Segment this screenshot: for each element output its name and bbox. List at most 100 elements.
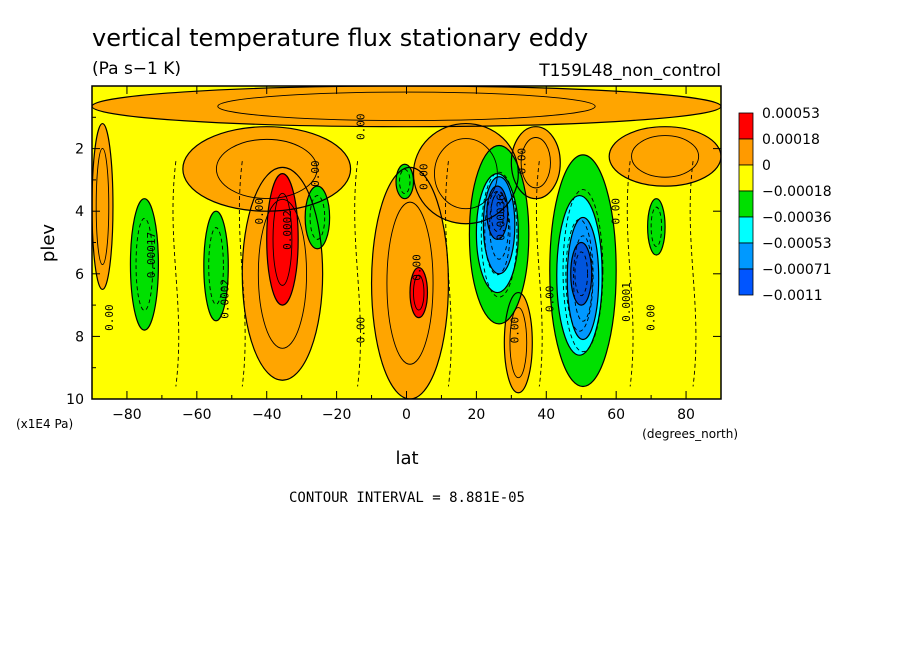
- filled-contours: [92, 86, 721, 399]
- contour-value-label: 0.00017: [145, 232, 158, 278]
- contour-line: [631, 135, 700, 178]
- contour-value-label: 0.00: [309, 160, 322, 187]
- contour-line: [182, 126, 352, 212]
- contour-interval-note: CONTOUR INTERVAL = 8.881E-05: [289, 490, 525, 506]
- contour-region-extreme-negative: [486, 186, 508, 240]
- contour-region-negative: [130, 198, 159, 331]
- contour-line: [503, 291, 533, 394]
- contour-line: [510, 126, 561, 200]
- contour-line: [272, 192, 293, 286]
- contour-region-strong-positive: [266, 173, 299, 306]
- contour-line: [92, 86, 721, 128]
- colorbar-swatch: [738, 268, 754, 296]
- colorbar-swatch: [738, 190, 754, 218]
- x-units-label: (degrees_north): [642, 427, 738, 441]
- contour-line: [412, 122, 519, 225]
- x-tick-label: 60: [607, 407, 625, 423]
- dashed-contour-line: [238, 161, 246, 387]
- contour-line: [92, 122, 114, 291]
- dashed-contour-line: [562, 189, 604, 353]
- contour-line: [486, 185, 509, 240]
- contour-line: [509, 307, 528, 379]
- y-tick-label: 10: [66, 392, 84, 408]
- contour-region-positive: [182, 126, 351, 212]
- dashed-contour-line: [172, 161, 180, 387]
- colorbar: 0.00053 0.00018 0 −0.00018 −0.00036 −0.00053 −…: [738, 106, 832, 304]
- colorbar-label: 0: [762, 158, 771, 174]
- colorbar-label: −0.00071: [762, 262, 832, 278]
- x-tick-label: −40: [252, 407, 282, 423]
- contour-value-label: 0.00: [355, 113, 368, 140]
- dashed-contour-line: [489, 190, 509, 260]
- dashed-contour-line: [354, 161, 361, 387]
- y-axis: 2 4 6 8 10: [66, 116, 721, 408]
- dashed-contour-line: [309, 195, 326, 240]
- y-tick-label: 4: [75, 204, 84, 220]
- colorbar-swatch: [738, 216, 754, 244]
- contour-line: [266, 173, 299, 306]
- contour-region-positive: [511, 126, 561, 199]
- y-tick-label: 6: [75, 267, 84, 283]
- contour-line: [556, 194, 603, 356]
- contour-value-label: 0.0001: [620, 282, 633, 322]
- contour-line: [468, 144, 530, 325]
- y-tick-label: 2: [75, 142, 84, 158]
- dashed-contour-line: [399, 168, 411, 194]
- dashed-contour-line: [573, 235, 593, 322]
- contour-value-label: 0.00: [515, 148, 528, 175]
- x-tick-label: −80: [112, 407, 142, 423]
- contour-line: [395, 163, 415, 200]
- contour-region-positive: [92, 123, 113, 290]
- contour-line: [129, 198, 159, 331]
- colorbar-label: 0.00018: [762, 132, 820, 148]
- y-tick-label: 8: [75, 329, 84, 345]
- x-tick-label: −60: [182, 407, 212, 423]
- colorbar-label: −0.00053: [762, 236, 832, 252]
- dashed-contour-line: [208, 227, 224, 305]
- dashed-contour-line: [574, 251, 588, 297]
- x-tick-label: 40: [537, 407, 555, 423]
- colorbar-label: −0.00018: [762, 184, 832, 200]
- contour-line: [475, 173, 519, 294]
- contour-region-negative: [305, 186, 330, 249]
- run-label: T159L48_non_control: [538, 61, 721, 81]
- chart-title: vertical temperature flux stationary edd…: [92, 24, 588, 52]
- x-axis: −80 −60 −40 −20 0 20 40 60 80: [91, 86, 722, 423]
- colorbar-label: −0.0011: [762, 288, 823, 304]
- dashed-contour-line: [135, 217, 154, 311]
- contour-region-negative: [647, 198, 666, 256]
- y-axis-label: plev: [38, 224, 59, 263]
- colorbar-swatch: [738, 164, 754, 192]
- contour-line: [520, 137, 551, 189]
- y-units-label: (x1E4 Pa): [16, 417, 73, 431]
- contour-value-label: 0.00: [543, 286, 556, 313]
- contour-region-extreme-negative: [570, 242, 592, 306]
- x-tick-label: 20: [467, 407, 485, 423]
- contour-value-label: 0.0002: [218, 279, 231, 319]
- colorbar-label: 0.00053: [762, 106, 820, 122]
- colorbar-swatch: [738, 242, 754, 270]
- contour-line: [409, 266, 429, 319]
- contour-line: [647, 198, 666, 256]
- contour-region-strong-positive: [409, 267, 428, 318]
- units-label: (Pa s−1 K): [92, 59, 181, 79]
- contour-value-label: 0.00: [410, 254, 423, 281]
- contour-line: [386, 201, 434, 365]
- contour-region-positive: [504, 292, 533, 393]
- contour-value-label: 0.00036: [494, 194, 507, 240]
- contour-line: [304, 185, 331, 250]
- contour-lines: [92, 86, 721, 399]
- x-tick-label: 0: [402, 407, 411, 423]
- dashed-contour-line: [480, 171, 518, 298]
- dashed-contour-line: [626, 161, 634, 387]
- dashed-contour-line: [689, 161, 697, 387]
- contour-line: [215, 138, 318, 199]
- contour-value-label: 0.00: [417, 164, 430, 191]
- contour-value-label: 0.00: [645, 304, 658, 331]
- contour-value-label: 0.00: [253, 198, 266, 225]
- contour-line: [95, 147, 110, 266]
- contour-value-label: 0.00: [610, 198, 623, 225]
